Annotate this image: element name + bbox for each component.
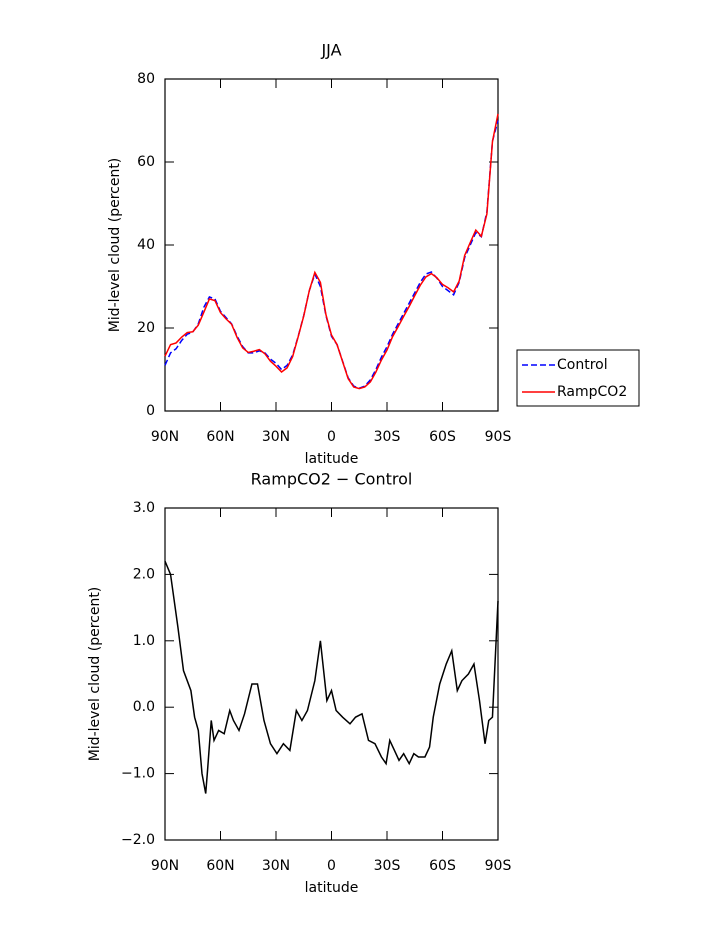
chart-title: RampCO2 − Control <box>251 470 413 489</box>
y-tick-label: 0.0 <box>133 699 155 715</box>
y-tick-label: 20 <box>137 320 155 336</box>
x-tick-label: 90N <box>151 858 179 874</box>
x-axis-label: latitude <box>305 451 359 467</box>
y-tick-label: 1.0 <box>133 633 155 649</box>
y-tick-label: −1.0 <box>121 766 155 782</box>
x-tick-label: 30N <box>262 429 290 445</box>
series-line <box>164 560 499 794</box>
legend-label: Control <box>557 357 608 373</box>
x-tick-label: 60S <box>429 429 456 445</box>
x-tick-label: 30S <box>374 429 401 445</box>
x-tick-label: 30S <box>374 858 401 874</box>
x-tick-label: 30N <box>262 858 290 874</box>
y-axis-label: Mid-level cloud (percent) <box>87 587 103 762</box>
x-tick-label: 60N <box>206 858 234 874</box>
series-line <box>164 120 499 389</box>
x-tick-label: 60N <box>206 429 234 445</box>
series-line <box>164 113 499 390</box>
x-tick-label: 90S <box>485 858 512 874</box>
plot-frame <box>164 507 499 841</box>
chart-title: JJA <box>320 41 341 60</box>
y-tick-label: 80 <box>137 71 155 87</box>
legend-box <box>516 349 640 407</box>
y-tick-label: −2.0 <box>121 832 155 848</box>
y-tick-label: 3.0 <box>133 500 155 516</box>
x-axis-label: latitude <box>305 880 359 896</box>
y-tick-label: 60 <box>137 154 155 170</box>
x-tick-label: 0 <box>327 429 336 445</box>
y-axis-label: Mid-level cloud (percent) <box>107 158 123 333</box>
y-tick-label: 2.0 <box>133 566 155 582</box>
x-tick-label: 60S <box>429 858 456 874</box>
x-tick-label: 0 <box>327 858 336 874</box>
plot-frame <box>164 78 499 412</box>
y-tick-label: 0 <box>146 403 155 419</box>
x-tick-label: 90S <box>485 429 512 445</box>
x-tick-label: 90N <box>151 429 179 445</box>
legend-label: RampCO2 <box>557 384 627 400</box>
y-tick-label: 40 <box>137 237 155 253</box>
